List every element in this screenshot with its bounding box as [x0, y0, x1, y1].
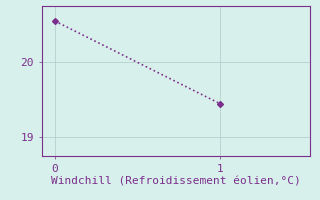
X-axis label: Windchill (Refroidissement éolien,°C): Windchill (Refroidissement éolien,°C)	[51, 176, 301, 186]
